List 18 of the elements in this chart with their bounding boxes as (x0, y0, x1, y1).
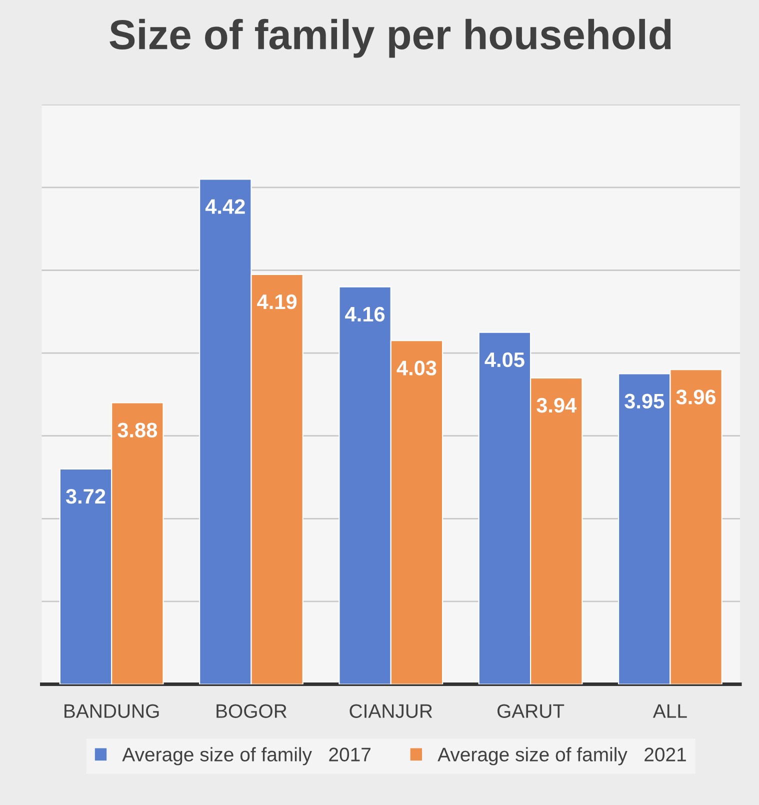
data-label: 3.88 (118, 422, 158, 438)
data-label: 4.03 (396, 360, 436, 376)
data-label: 4.16 (345, 306, 385, 322)
x-tick-label: GARUT (497, 704, 564, 718)
x-tick-label: BOGOR (216, 704, 287, 718)
data-label: 4.19 (257, 294, 297, 310)
data-label: 3.96 (676, 390, 716, 404)
data-label: 3.72 (66, 488, 106, 504)
data-label: 3.95 (624, 394, 664, 409)
legend-label: Average size of family 2021 (438, 747, 686, 766)
data-label: 4.42 (205, 199, 245, 214)
legend-label: Average size of family 2017 (122, 747, 370, 766)
data-label: 3.94 (536, 398, 577, 413)
x-tick-label: ALL (652, 704, 687, 718)
x-tick-label: BANDUNG (64, 704, 159, 718)
x-tick-label: CIANJUR (350, 704, 432, 718)
data-label: 4.05 (484, 352, 524, 368)
chart-title: Size of family per household (110, 18, 671, 58)
